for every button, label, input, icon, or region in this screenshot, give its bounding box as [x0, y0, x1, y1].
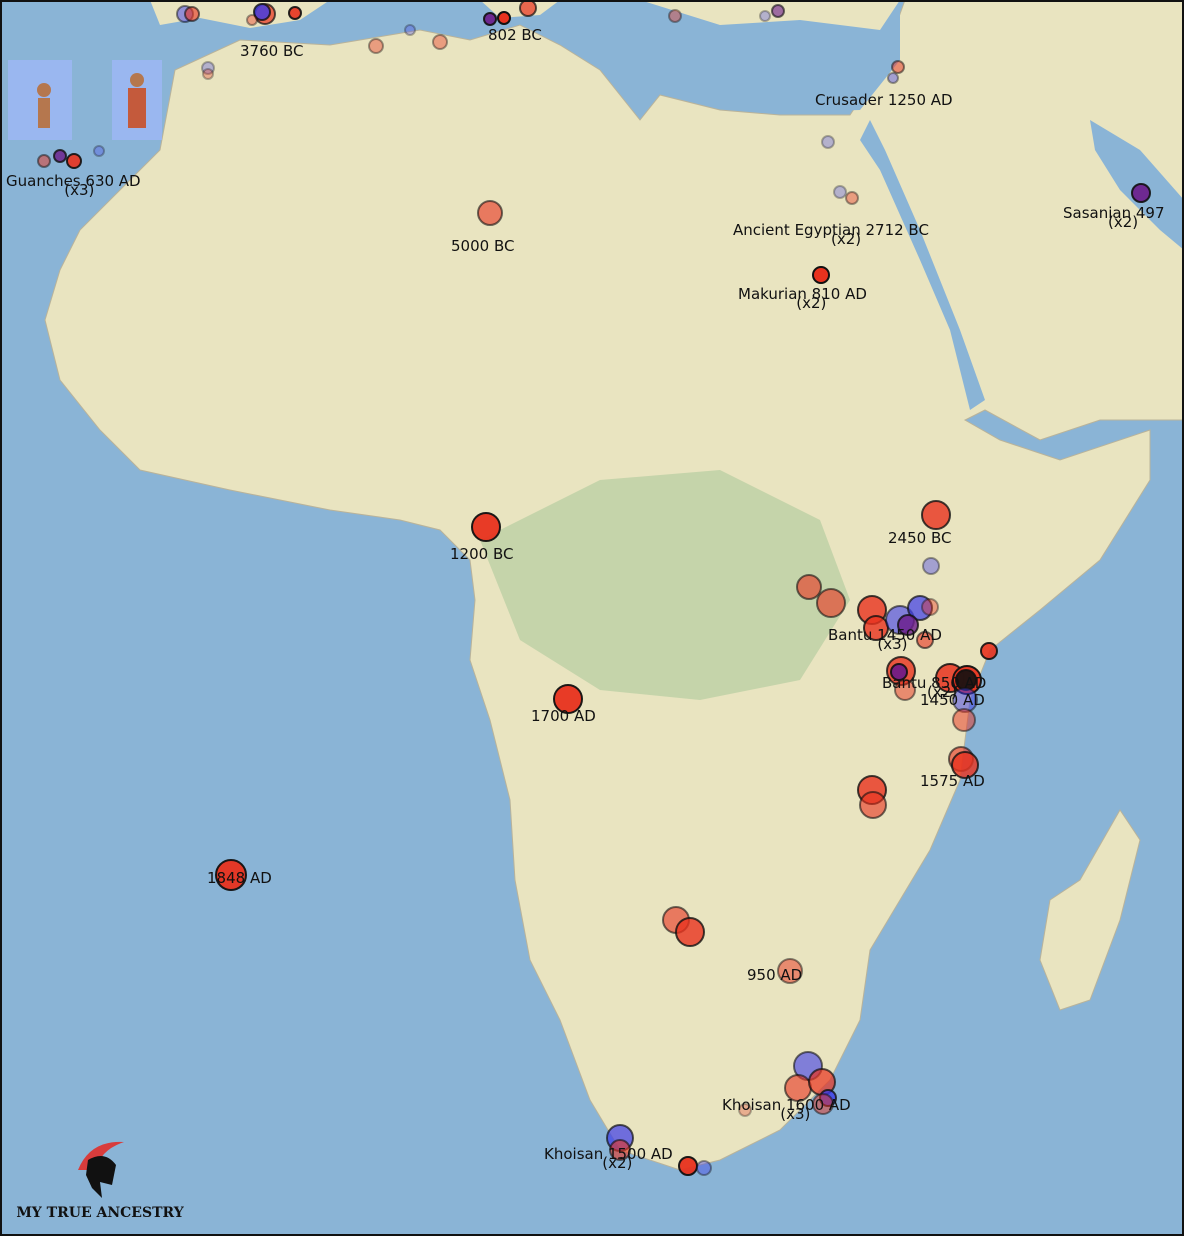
map-label: 5000 BC [451, 237, 514, 255]
sample-marker [921, 598, 939, 616]
sample-marker [812, 1093, 834, 1115]
labels: 3760 BC 802 BC Crusader 1250 AD Guanches 63… [6, 26, 1165, 1172]
sample-marker [771, 4, 785, 18]
map-label: Bantu 1450 AD [828, 626, 942, 644]
map-label: 1200 BC [450, 545, 513, 563]
sample-marker [497, 11, 511, 25]
map-label-count: (x2) [602, 1154, 632, 1172]
map-label: Sasanian 497 [1063, 204, 1165, 222]
sample-marker [696, 1160, 712, 1176]
forest [480, 470, 850, 700]
sample-marker [37, 154, 51, 168]
sample-marker [887, 72, 899, 84]
sample-marker [796, 574, 822, 600]
mediterranean [180, 0, 900, 118]
sample-marker [432, 34, 448, 50]
sample-marker [215, 859, 247, 891]
sample-marker [952, 708, 976, 732]
sample-marker [201, 61, 215, 75]
map-label: Khoisan 1500 AD [544, 1145, 673, 1163]
sample-marker [894, 679, 916, 701]
sample-marker [891, 60, 905, 74]
map-label-count: (x2) [796, 294, 826, 312]
map-label: 2450 BC [888, 529, 951, 547]
red-sea [860, 120, 985, 410]
sample-marker [246, 14, 258, 26]
figure-icon [130, 73, 144, 87]
sample-marker [812, 266, 830, 284]
figure-icon [37, 83, 51, 97]
map-label-count: (x2) [831, 230, 861, 248]
figure-icon [38, 98, 50, 128]
sample-marker [816, 588, 846, 618]
map-label: 1700 AD [531, 707, 596, 725]
sample-marker [951, 751, 979, 779]
map-label-count: (x2) [927, 683, 957, 701]
sample-marker [66, 153, 82, 169]
sample-marker [980, 642, 998, 660]
sample-marker [609, 1139, 631, 1161]
sample-markers [37, 0, 1151, 1176]
sample-marker [253, 3, 271, 21]
sample-marker [916, 631, 934, 649]
map-label: 1450 AD [920, 691, 985, 709]
map-label: Ancient Egyptian 2712 BC [733, 221, 929, 239]
sample-marker [471, 512, 501, 542]
map-label: Guanches 630 AD [6, 172, 141, 190]
sample-marker [897, 614, 919, 636]
map-label: 950 AD [747, 966, 802, 984]
sample-marker [288, 6, 302, 20]
sample-marker [890, 663, 908, 681]
europe [640, 0, 900, 30]
map-label: Bantu 850 AD [882, 674, 986, 692]
sample-marker [833, 185, 847, 199]
sample-marker [202, 68, 214, 80]
sample-marker [368, 38, 384, 54]
figure-icon [128, 88, 146, 128]
map-label-count: (x2) [1108, 213, 1138, 231]
map-label: Khoisan 1600 AD [722, 1096, 851, 1114]
sample-marker [777, 958, 803, 984]
sample-marker [483, 12, 497, 26]
map-label: Crusader 1250 AD [815, 91, 953, 109]
sample-marker [184, 6, 200, 22]
logo-helmet [86, 1156, 116, 1198]
map-label-count: (x3) [780, 1105, 810, 1123]
sample-marker [921, 500, 951, 530]
map-label: Makurian 810 AD [738, 285, 867, 303]
map-label: 1848 AD [207, 869, 272, 887]
sample-marker [759, 10, 771, 22]
map-label-count: (x3) [877, 635, 907, 653]
map-label: 802 BC [488, 26, 542, 44]
sample-marker [1131, 183, 1151, 203]
sample-marker [53, 149, 67, 163]
map-label: 3760 BC [240, 42, 303, 60]
sample-marker [668, 9, 682, 23]
sample-marker [859, 791, 887, 819]
sample-marker [519, 0, 537, 17]
sample-marker [738, 1103, 752, 1117]
logo-text: MY TRUE ANCESTRY [16, 1205, 184, 1221]
sample-marker [404, 24, 416, 36]
sample-marker [845, 191, 859, 205]
sample-marker [477, 200, 503, 226]
sample-marker [675, 917, 705, 947]
sample-marker [907, 595, 933, 621]
sample-marker [678, 1156, 698, 1176]
map-label-count: (x3) [64, 181, 94, 199]
sample-marker [553, 684, 583, 714]
map-label: 1575 AD [920, 772, 985, 790]
madagascar [1039, 809, 1141, 1011]
sample-marker [922, 557, 940, 575]
sample-marker [93, 145, 105, 157]
sample-marker [821, 135, 835, 149]
